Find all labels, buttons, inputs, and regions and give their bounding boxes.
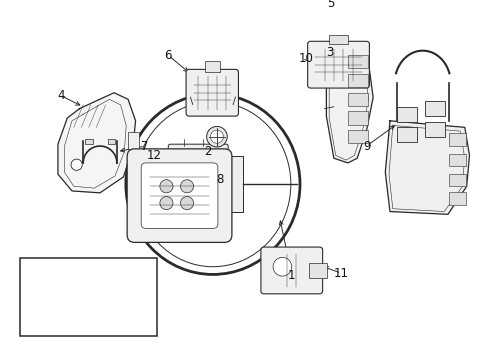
- Bar: [348, 74, 368, 87]
- Text: 6: 6: [165, 49, 172, 62]
- FancyBboxPatch shape: [127, 149, 232, 242]
- Circle shape: [273, 257, 292, 276]
- Bar: [205, 61, 220, 72]
- Bar: [188, 151, 218, 171]
- Ellipse shape: [126, 94, 300, 274]
- Text: 1: 1: [288, 269, 295, 282]
- Bar: [396, 127, 417, 142]
- Bar: [309, 263, 327, 278]
- Bar: [424, 101, 445, 116]
- FancyBboxPatch shape: [168, 144, 228, 178]
- Bar: [197, 166, 210, 175]
- Bar: [449, 154, 466, 166]
- Text: 9: 9: [363, 140, 370, 153]
- Bar: [182, 156, 244, 212]
- Circle shape: [180, 197, 194, 210]
- Bar: [192, 188, 206, 199]
- Circle shape: [221, 179, 231, 188]
- Bar: [85, 139, 93, 144]
- Bar: [424, 122, 445, 137]
- Bar: [449, 174, 466, 186]
- Bar: [331, 0, 359, 7]
- Circle shape: [160, 180, 173, 193]
- FancyBboxPatch shape: [261, 247, 322, 294]
- Bar: [449, 134, 466, 145]
- Bar: [336, 0, 354, 3]
- Bar: [211, 203, 224, 212]
- FancyBboxPatch shape: [141, 163, 218, 228]
- Text: 11: 11: [334, 267, 349, 280]
- Bar: [213, 167, 228, 179]
- Polygon shape: [326, 46, 373, 163]
- Bar: [188, 208, 201, 217]
- Text: 7: 7: [141, 140, 148, 153]
- Polygon shape: [385, 121, 469, 214]
- Bar: [213, 188, 228, 199]
- Bar: [348, 55, 368, 68]
- Text: 3: 3: [326, 46, 334, 59]
- Bar: [348, 112, 368, 125]
- Text: 4: 4: [57, 89, 65, 102]
- Circle shape: [180, 180, 194, 193]
- Bar: [192, 167, 206, 179]
- Bar: [396, 107, 417, 122]
- Text: 5: 5: [327, 0, 335, 10]
- Bar: [107, 139, 115, 144]
- Circle shape: [203, 179, 212, 188]
- Text: 12: 12: [147, 149, 162, 162]
- Circle shape: [207, 126, 227, 147]
- Text: 10: 10: [298, 51, 313, 65]
- Bar: [128, 132, 139, 149]
- Circle shape: [160, 197, 173, 210]
- Bar: [348, 93, 368, 106]
- Polygon shape: [58, 93, 136, 193]
- FancyBboxPatch shape: [308, 41, 369, 88]
- Text: 2: 2: [204, 145, 211, 158]
- Bar: [449, 192, 466, 204]
- Bar: [329, 35, 348, 44]
- Circle shape: [210, 130, 223, 143]
- Circle shape: [71, 159, 82, 170]
- Bar: [21, 258, 157, 336]
- Text: 8: 8: [216, 173, 223, 186]
- FancyBboxPatch shape: [186, 69, 239, 116]
- Bar: [348, 130, 368, 143]
